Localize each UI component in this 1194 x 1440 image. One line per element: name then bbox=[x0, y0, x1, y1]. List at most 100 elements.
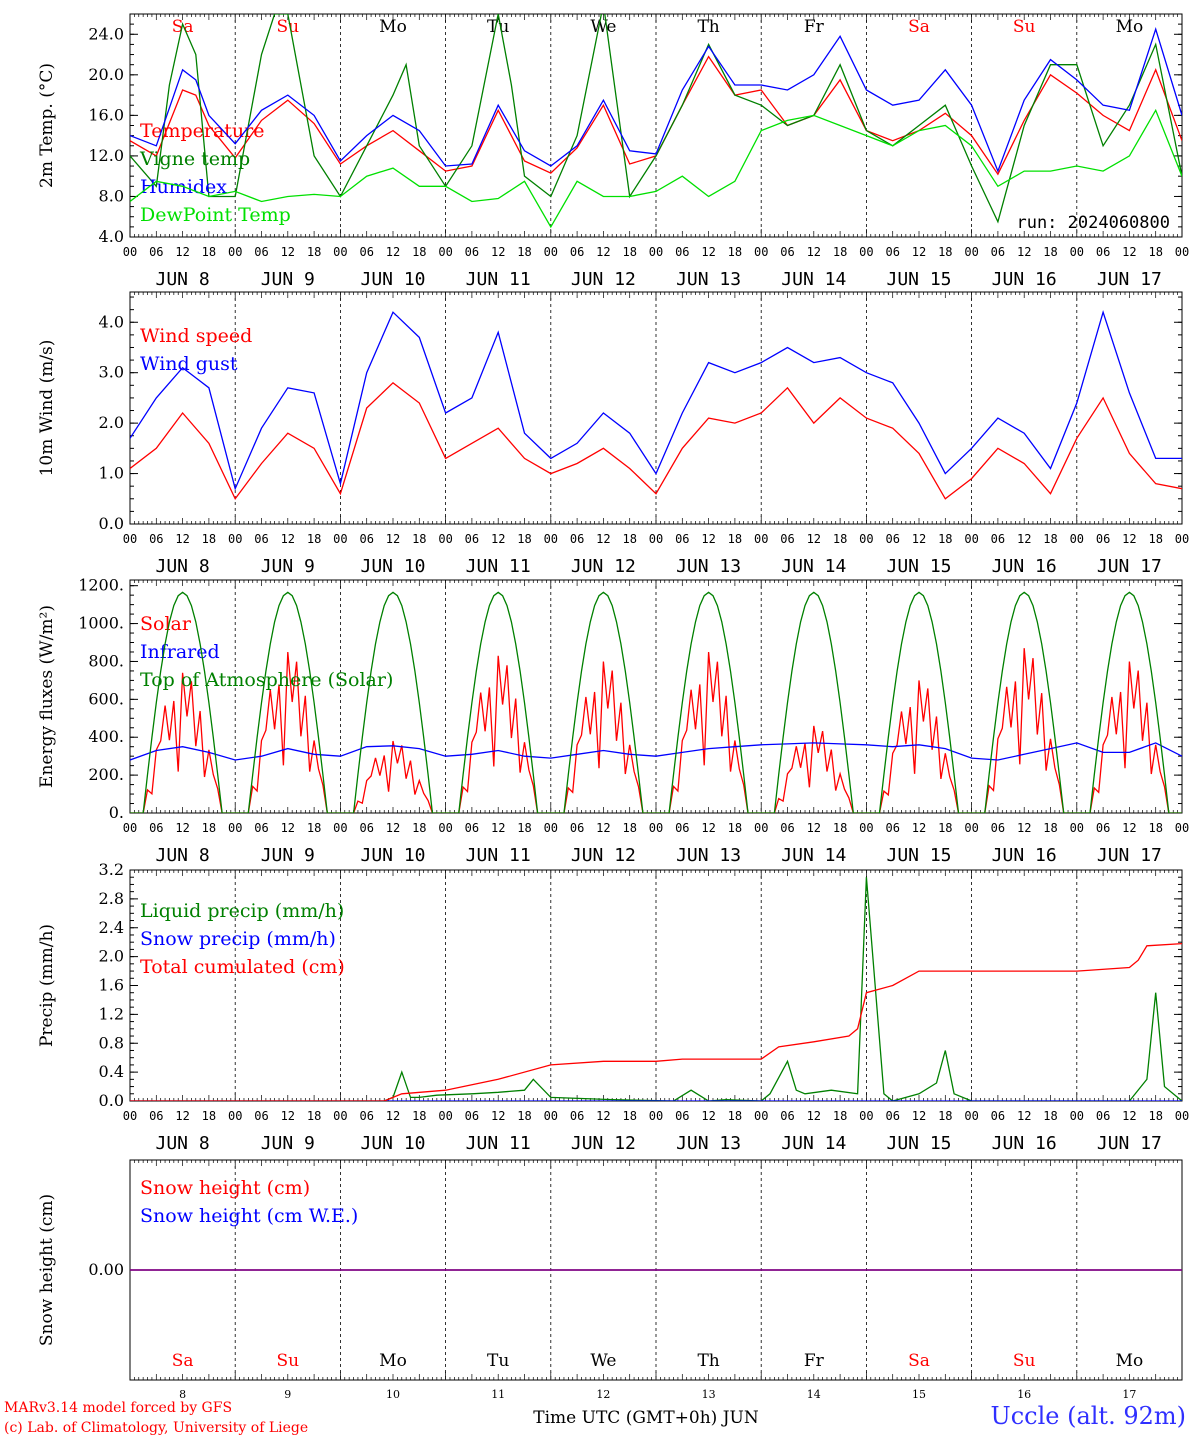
hour-label: 00 bbox=[754, 245, 768, 259]
date-label: JUN 11 bbox=[466, 845, 531, 866]
hour-label: 00 bbox=[438, 532, 452, 546]
hour-label: 18 bbox=[517, 1109, 531, 1123]
panel-5: 0.00 Snow height (cm) Snow height (cm) Snow… bbox=[37, 1159, 1183, 1428]
hour-label: 12 bbox=[807, 821, 821, 835]
hour-label: 18 bbox=[202, 532, 216, 546]
date-label: JUN 10 bbox=[360, 269, 425, 290]
y-tick-label: 4.0 bbox=[99, 312, 124, 331]
series-line-wind-speed bbox=[130, 381, 1182, 501]
date-label: JUN 8 bbox=[156, 1133, 210, 1154]
hour-label: 06 bbox=[1096, 245, 1110, 259]
hour-label: 06 bbox=[570, 1109, 584, 1123]
hour-label: 06 bbox=[254, 1109, 268, 1123]
weekday-label: Fr bbox=[804, 1351, 825, 1371]
hour-label: 06 bbox=[780, 245, 794, 259]
hour-label: 00 bbox=[438, 245, 452, 259]
hour-label: 06 bbox=[1096, 532, 1110, 546]
hour-label: 12 bbox=[1122, 532, 1136, 546]
hour-label: 00 bbox=[964, 1109, 978, 1123]
date-label: JUN 17 bbox=[1097, 269, 1162, 290]
hour-label: 00 bbox=[333, 1109, 347, 1123]
hour-label: 06 bbox=[885, 245, 899, 259]
day-number-label: 11 bbox=[491, 1388, 505, 1401]
hour-label: 06 bbox=[675, 532, 689, 546]
weekday-label: Th bbox=[697, 1351, 719, 1371]
date-label: JUN 16 bbox=[992, 269, 1057, 290]
legend-entry: Liquid precip (mm/h) bbox=[140, 900, 344, 922]
weekday-label: Fr bbox=[804, 17, 825, 37]
hour-label: 06 bbox=[465, 532, 479, 546]
hour-label: 00 bbox=[1175, 532, 1189, 546]
hour-label: 06 bbox=[359, 1109, 373, 1123]
hour-label: 00 bbox=[649, 245, 663, 259]
hour-label: 18 bbox=[202, 245, 216, 259]
hour-label: 18 bbox=[1043, 821, 1057, 835]
weekday-label: Su bbox=[276, 17, 299, 37]
day-number-label: 17 bbox=[1122, 1388, 1136, 1401]
weekday-label: Mo bbox=[1116, 17, 1144, 37]
date-label: JUN 17 bbox=[1097, 845, 1162, 866]
y-tick-label: 3.2 bbox=[99, 860, 124, 879]
hour-label: 18 bbox=[938, 1109, 952, 1123]
y-tick-label: 2.4 bbox=[99, 918, 124, 937]
hour-label: 18 bbox=[833, 1109, 847, 1123]
hour-label: 18 bbox=[622, 821, 636, 835]
hour-label: 18 bbox=[517, 821, 531, 835]
hour-label: 12 bbox=[281, 1109, 295, 1123]
series-line-total-cumulated-cm bbox=[130, 942, 1182, 1101]
weekday-label: Tu bbox=[487, 1351, 509, 1371]
run-label: run: 2024060800 bbox=[1016, 213, 1170, 233]
legend-entry: DewPoint Temp bbox=[140, 204, 291, 226]
date-label: JUN 12 bbox=[571, 556, 636, 577]
day-number-label: 16 bbox=[1017, 1388, 1031, 1401]
station-name: Uccle (alt. 92m) bbox=[990, 1402, 1186, 1430]
hour-label: 00 bbox=[649, 1109, 663, 1123]
hour-label: 00 bbox=[859, 821, 873, 835]
hour-label: 06 bbox=[1096, 821, 1110, 835]
date-label: JUN 16 bbox=[992, 845, 1057, 866]
date-label: JUN 12 bbox=[571, 269, 636, 290]
hour-label: 18 bbox=[1043, 245, 1057, 259]
legend-entry: Snow precip (mm/h) bbox=[140, 928, 336, 950]
y-axis-label: Precip (mm/h) bbox=[37, 924, 57, 1047]
weekday-label: Su bbox=[1013, 1351, 1036, 1371]
hour-label: 18 bbox=[622, 1109, 636, 1123]
date-label: JUN 15 bbox=[886, 269, 951, 290]
y-tick-label: 1000. bbox=[78, 614, 124, 633]
hour-label: 12 bbox=[491, 532, 505, 546]
hour-label: 12 bbox=[701, 245, 715, 259]
hour-label: 00 bbox=[333, 821, 347, 835]
hour-label: 12 bbox=[1122, 245, 1136, 259]
date-label: JUN 11 bbox=[466, 269, 531, 290]
day-number-label: 12 bbox=[596, 1388, 610, 1401]
hour-label: 18 bbox=[938, 532, 952, 546]
hour-label: 12 bbox=[701, 532, 715, 546]
series-line-humidex bbox=[130, 27, 1182, 173]
y-tick-label: 20.0 bbox=[88, 65, 124, 84]
hour-label: 12 bbox=[386, 532, 400, 546]
hour-label: 12 bbox=[175, 821, 189, 835]
hour-label: 06 bbox=[1096, 1109, 1110, 1123]
hour-label: 06 bbox=[149, 1109, 163, 1123]
hour-label: 18 bbox=[517, 245, 531, 259]
y-tick-label: 0.0 bbox=[99, 1091, 124, 1110]
date-label: JUN 17 bbox=[1097, 1133, 1162, 1154]
y-tick-label: 0.00 bbox=[88, 1260, 124, 1279]
legend-entry: Solar bbox=[140, 613, 192, 635]
hour-label: 06 bbox=[465, 821, 479, 835]
date-label: JUN 16 bbox=[992, 556, 1057, 577]
y-tick-label: 2.8 bbox=[99, 889, 124, 908]
hour-label: 00 bbox=[754, 821, 768, 835]
date-label: JUN 16 bbox=[992, 1133, 1057, 1154]
hour-label: 06 bbox=[991, 821, 1005, 835]
hour-label: 18 bbox=[622, 245, 636, 259]
hour-label: 18 bbox=[1043, 1109, 1057, 1123]
hour-label: 00 bbox=[1175, 821, 1189, 835]
hour-label: 00 bbox=[123, 1109, 137, 1123]
y-tick-label: 1.2 bbox=[99, 1004, 124, 1023]
hour-label: 00 bbox=[544, 532, 558, 546]
hour-label: 06 bbox=[359, 532, 373, 546]
y-tick-label: 800. bbox=[88, 651, 124, 670]
hour-label: 18 bbox=[938, 245, 952, 259]
date-label: JUN 10 bbox=[360, 556, 425, 577]
